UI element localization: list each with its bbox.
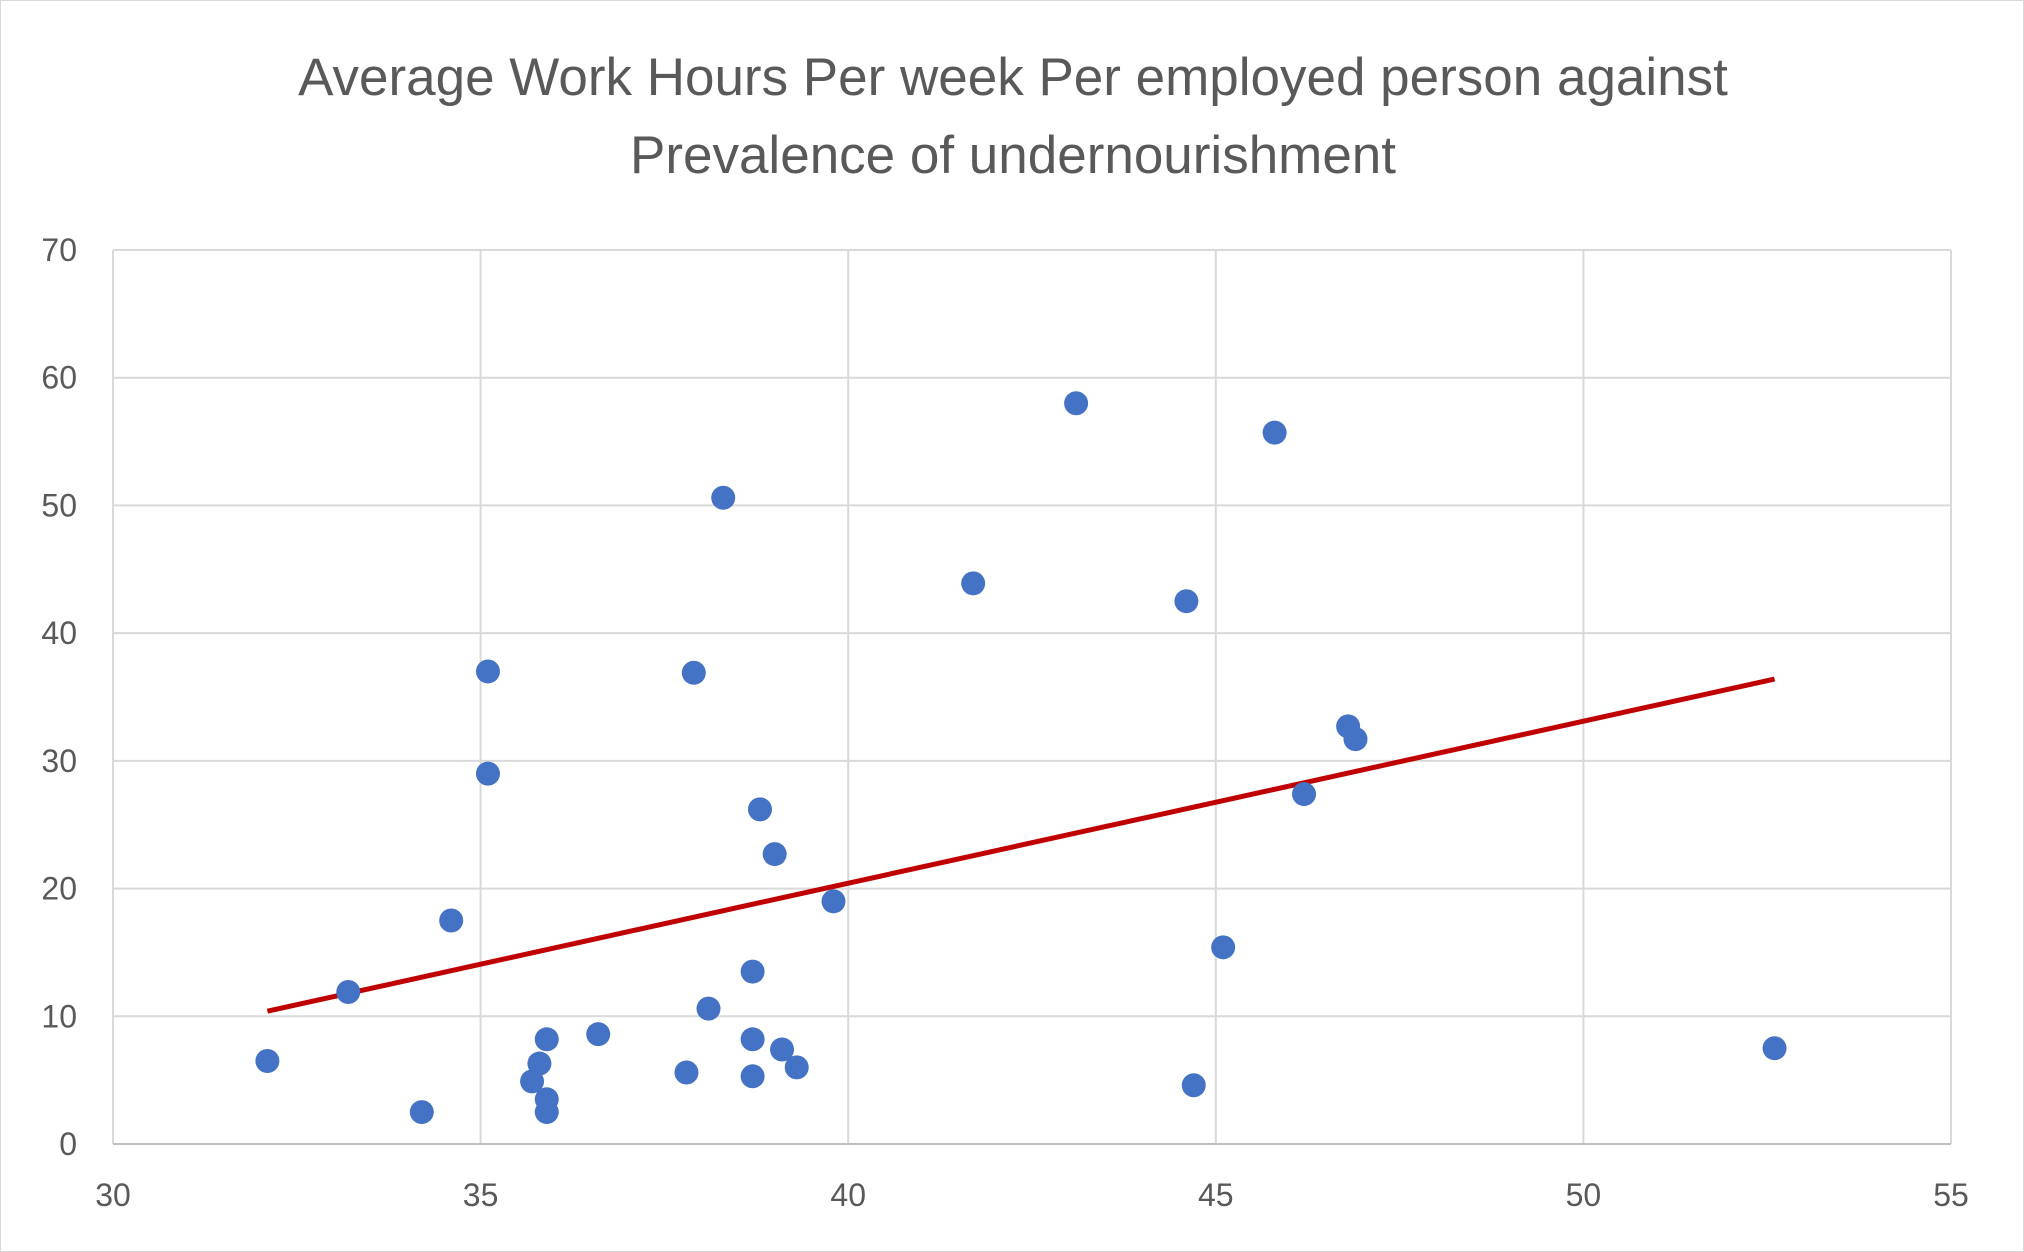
y-tick-label: 40 <box>41 615 77 651</box>
trendline-layer <box>266 676 1776 1014</box>
scatter-point <box>586 1022 611 1047</box>
x-tick-label: 50 <box>1566 1177 1602 1213</box>
scatter-point <box>1762 1036 1787 1061</box>
x-tick-label: 35 <box>463 1177 499 1213</box>
x-tick-label: 40 <box>830 1177 866 1213</box>
x-tick-label: 30 <box>95 1177 131 1213</box>
linear-trendline <box>266 676 1776 1014</box>
scatter-point <box>1174 589 1199 614</box>
scatter-point <box>711 485 736 510</box>
grid-lines <box>112 249 1952 1144</box>
scatter-point <box>534 1100 559 1125</box>
scatter-point <box>409 1100 434 1125</box>
scatter-point <box>1064 391 1089 416</box>
scatter-point <box>1181 1073 1206 1098</box>
tick-labels: 0 10 20 30 40 50 60 70 30 35 40 45 50 55 <box>41 232 1968 1213</box>
y-tick-label: 70 <box>41 232 77 268</box>
y-tick-label: 20 <box>41 871 77 907</box>
y-tick-label: 50 <box>41 487 77 523</box>
scatter-point <box>740 1027 765 1052</box>
scatter-point <box>1292 782 1317 807</box>
x-tick-label: 45 <box>1198 1177 1234 1213</box>
scatter-point <box>961 571 986 596</box>
scatter-point <box>762 842 787 867</box>
scatter-point <box>1262 420 1287 445</box>
scatter-point <box>527 1051 552 1076</box>
scatter-point <box>740 1064 765 1089</box>
scatter-point <box>534 1027 559 1052</box>
y-tick-label: 0 <box>59 1126 77 1162</box>
scatter-point <box>770 1037 795 1062</box>
scatter-point <box>740 959 765 984</box>
data-points <box>255 391 1787 1125</box>
scatter-point <box>336 980 361 1005</box>
scatter-point <box>475 761 500 786</box>
chart-title-line-2: Prevalence of undernourishment <box>630 126 1396 185</box>
scatter-point <box>747 797 772 822</box>
chart-title-line-1: Average Work Hours Per week Per employed… <box>298 48 1728 107</box>
scatter-point <box>681 660 706 685</box>
scatter-point <box>255 1048 280 1073</box>
scatter-point <box>821 889 846 914</box>
scatter-point <box>439 908 464 933</box>
scatter-point <box>1343 727 1368 752</box>
scatter-point <box>696 996 721 1021</box>
scatter-point <box>784 1055 809 1080</box>
y-tick-label: 30 <box>41 743 77 779</box>
y-tick-label: 10 <box>41 998 77 1034</box>
scatter-point <box>1211 935 1236 960</box>
y-tick-label: 60 <box>41 360 77 396</box>
x-tick-label: 55 <box>1933 1177 1969 1213</box>
scatter-point <box>674 1060 699 1085</box>
scatter-point <box>475 659 500 684</box>
